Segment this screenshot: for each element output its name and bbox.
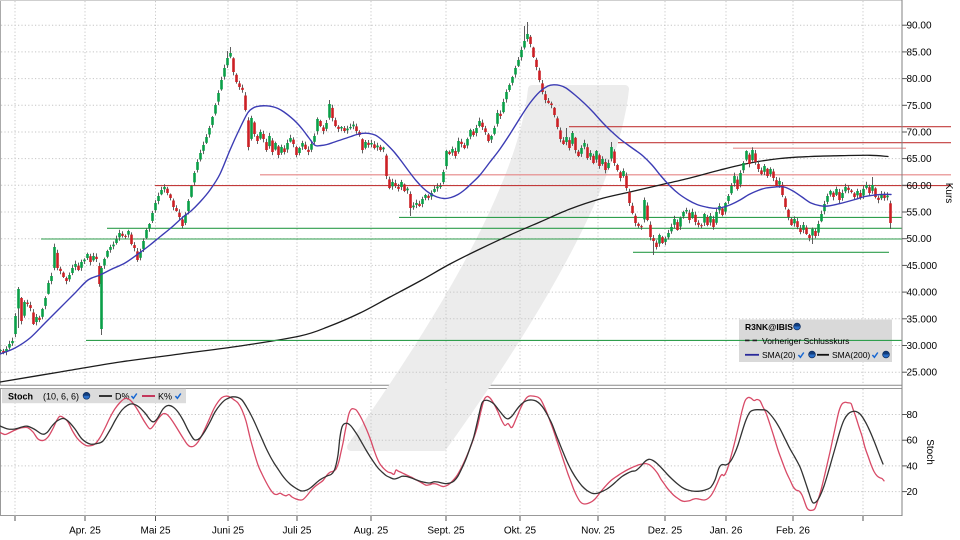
svg-text:20: 20 [907,487,919,498]
svg-text:35.000: 35.000 [907,314,938,325]
svg-text:(10, 6, 6): (10, 6, 6) [43,392,79,402]
svg-text:Nov. 25: Nov. 25 [581,526,615,537]
svg-text:Okt. 25: Okt. 25 [504,526,537,537]
svg-text:55.00: 55.00 [907,208,932,219]
svg-text:80: 80 [907,410,919,421]
svg-text:Apr. 25: Apr. 25 [69,526,101,537]
svg-text:65.00: 65.00 [907,154,932,165]
svg-text:50.00: 50.00 [907,234,932,245]
svg-text:SMA(200): SMA(200) [832,350,870,360]
svg-text:Aug. 25: Aug. 25 [354,526,389,537]
svg-text:80.00: 80.00 [907,74,932,85]
svg-text:Jan. 26: Jan. 26 [710,526,743,537]
svg-text:40.000: 40.000 [907,288,938,299]
svg-text:Kurs: Kurs [943,183,954,204]
svg-text:70.00: 70.00 [907,128,932,139]
svg-text:60: 60 [907,436,919,447]
svg-text:Dez. 25: Dez. 25 [648,526,683,537]
svg-text:25.000: 25.000 [907,368,938,379]
svg-text:30.000: 30.000 [907,341,938,352]
svg-text:40: 40 [907,461,919,472]
svg-text:Vorheriger Schlusskurs: Vorheriger Schlusskurs [762,336,849,346]
svg-text:Stoch: Stoch [8,392,33,402]
svg-text:Juli 25: Juli 25 [283,526,312,537]
svg-text:Mai 25: Mai 25 [140,526,170,537]
svg-text:Stoch: Stoch [924,439,935,465]
svg-text:Sept. 25: Sept. 25 [427,526,465,537]
svg-text:Juni 25: Juni 25 [212,526,245,537]
svg-text:75.00: 75.00 [907,101,932,112]
svg-text:60.00: 60.00 [907,181,932,192]
svg-text:90.00: 90.00 [907,21,932,32]
svg-text:D%: D% [115,392,130,402]
svg-text:Feb. 26: Feb. 26 [776,526,810,537]
svg-text:R3NK@IBIS: R3NK@IBIS [745,322,793,332]
svg-text:K%: K% [158,392,172,402]
svg-text:85.00: 85.00 [907,47,932,58]
svg-text:45.000: 45.000 [907,261,938,272]
svg-text:SMA(20): SMA(20) [762,350,796,360]
